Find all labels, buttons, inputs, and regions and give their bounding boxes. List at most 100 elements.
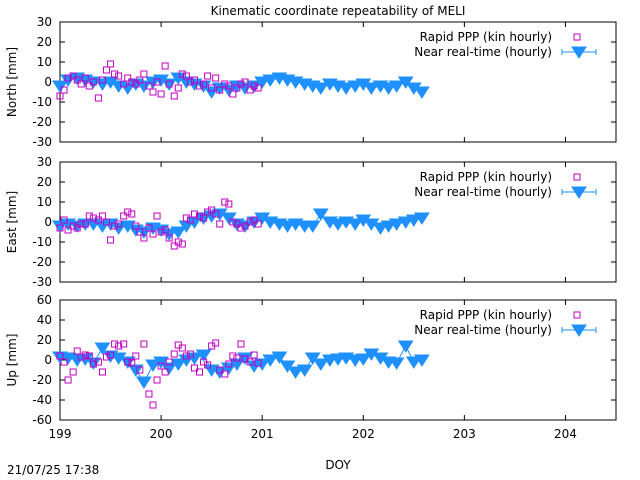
legend-label-nrt: Near real-time (hourly) xyxy=(414,323,552,337)
rapid-point xyxy=(77,353,85,361)
panel-3: -60 -40 -20 0 20 40 60 Up [mm] Rapid PPP (kin ho… xyxy=(5,293,617,427)
legend-label-nrt: Near real-time (hourly) xyxy=(414,45,552,59)
nrt-point xyxy=(262,354,279,367)
nrt-point xyxy=(397,216,414,229)
nrt-point xyxy=(363,82,380,95)
rapid-point xyxy=(212,339,220,347)
rapid-point xyxy=(225,82,233,90)
nrt-point xyxy=(413,354,430,367)
legend-marker-rapid xyxy=(573,173,581,181)
rapid-point xyxy=(221,198,229,206)
rapid-point xyxy=(212,74,220,82)
rapid-point xyxy=(182,352,190,360)
rapid-point xyxy=(153,212,161,220)
rapid-point xyxy=(250,351,258,359)
rapid-point xyxy=(178,70,186,78)
rapid-point xyxy=(81,351,89,359)
y-tick-label: -60 xyxy=(32,413,52,427)
nrt-point xyxy=(304,220,321,233)
legend-label-nrt: Near real-time (hourly) xyxy=(414,185,552,199)
rapid-point xyxy=(145,390,153,398)
nrt-point xyxy=(127,364,144,377)
rapid-point xyxy=(216,220,224,228)
nrt-point xyxy=(380,82,397,95)
rapid-point xyxy=(153,78,161,86)
rapid-point xyxy=(145,224,153,232)
rapid-point xyxy=(233,354,241,362)
nrt-point xyxy=(347,80,364,93)
nrt-point xyxy=(271,351,288,364)
rapid-point xyxy=(140,70,148,78)
nrt-point xyxy=(254,76,271,89)
rapid-point xyxy=(208,206,216,214)
rapid-point xyxy=(81,220,89,228)
rapid-point xyxy=(85,352,93,360)
rapid-point xyxy=(60,86,68,94)
rapid-point xyxy=(111,222,119,230)
legend-label-rapid: Rapid PPP (kin hourly) xyxy=(420,30,552,44)
x-tick-label: 200 xyxy=(150,427,173,441)
y-tick-label: 60 xyxy=(37,293,52,307)
rapid-point xyxy=(149,230,157,238)
rapid-point xyxy=(89,214,97,222)
y-tick-label: -20 xyxy=(32,373,52,387)
x-tick-label: 204 xyxy=(554,427,577,441)
nrt-point xyxy=(279,220,296,233)
rapid-point xyxy=(161,226,169,234)
rapid-point xyxy=(186,78,194,86)
rapid-point xyxy=(128,359,136,367)
nrt-point xyxy=(380,220,397,233)
rapid-point xyxy=(69,222,77,230)
y-axis-label: East [mm] xyxy=(5,191,19,253)
rapid-point xyxy=(157,228,165,236)
y-axis-label: Up [mm] xyxy=(5,334,19,387)
rapid-point xyxy=(73,224,81,232)
rapid-point xyxy=(103,66,111,74)
nrt-point xyxy=(94,220,111,233)
rapid-point xyxy=(149,401,157,409)
rapid-point xyxy=(216,86,224,94)
rapid-point xyxy=(221,370,229,378)
rapid-point xyxy=(246,86,254,94)
rapid-point xyxy=(64,74,72,82)
rapid-point xyxy=(221,80,229,88)
rapid-point xyxy=(145,82,153,90)
nrt-point xyxy=(119,82,136,95)
timestamp: 21/07/25 17:38 xyxy=(7,463,99,477)
rapid-point xyxy=(132,222,140,230)
rapid-point xyxy=(157,362,165,370)
rapid-point xyxy=(94,94,102,102)
y-tick-label: 20 xyxy=(37,35,52,49)
rapid-point xyxy=(107,60,115,68)
rapid-point xyxy=(178,240,186,248)
rapid-point xyxy=(56,224,64,232)
nrt-point xyxy=(135,80,152,93)
rapid-point xyxy=(107,351,115,359)
legend-label-rapid: Rapid PPP (kin hourly) xyxy=(420,308,552,322)
rapid-point xyxy=(204,361,212,369)
nrt-point xyxy=(135,376,152,389)
nrt-point xyxy=(94,342,111,355)
x-axis-label: DOY xyxy=(325,458,351,472)
rapid-point xyxy=(153,376,161,384)
rapid-point xyxy=(103,218,111,226)
nrt-point xyxy=(237,82,253,95)
y-tick-label: -10 xyxy=(32,235,52,249)
rapid-point xyxy=(237,224,245,232)
nrt-point xyxy=(186,352,203,365)
y-tick-label: 40 xyxy=(37,313,52,327)
rapid-point xyxy=(98,212,106,220)
y-tick-label: 0 xyxy=(44,215,52,229)
rapid-point xyxy=(237,340,245,348)
rapid-point xyxy=(89,78,97,86)
nrt-point xyxy=(287,366,304,379)
rapid-point xyxy=(69,72,77,80)
x-tick-label: 203 xyxy=(453,427,476,441)
rapid-point xyxy=(56,352,64,360)
rapid-point xyxy=(190,76,198,84)
rapid-point xyxy=(115,342,123,350)
rapid-point xyxy=(225,360,233,368)
rapid-point xyxy=(200,80,208,88)
rapid-point xyxy=(229,90,237,98)
